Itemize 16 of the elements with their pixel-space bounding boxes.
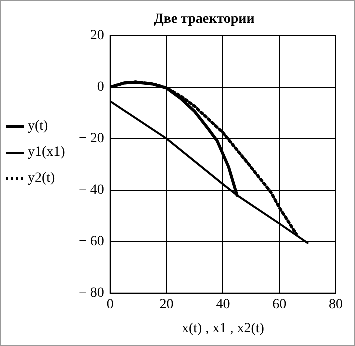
x-tick-label: 0 xyxy=(106,297,114,312)
y-tick-label: − 20 xyxy=(78,132,104,147)
x-axis-title: x(t) , x1 , x2(t) xyxy=(182,321,265,336)
chart-title: Две траектории xyxy=(154,12,255,28)
legend-label: y2(t) xyxy=(28,171,56,186)
x-tick-label: 20 xyxy=(160,297,174,312)
x-tick-label: 60 xyxy=(272,297,287,312)
y-tick-label: − 80 xyxy=(78,286,104,302)
y-tick-label: − 40 xyxy=(78,183,104,198)
x-tick-label: 80 xyxy=(329,297,343,312)
legend-label: y1(x1) xyxy=(28,145,66,160)
y-tick-label: − 60 xyxy=(78,234,104,250)
y-tick-label: 20 xyxy=(90,28,104,44)
y-tick-label: 0 xyxy=(97,80,104,95)
x-tick-label: 40 xyxy=(216,297,230,312)
legend-label: y(t) xyxy=(28,119,48,134)
